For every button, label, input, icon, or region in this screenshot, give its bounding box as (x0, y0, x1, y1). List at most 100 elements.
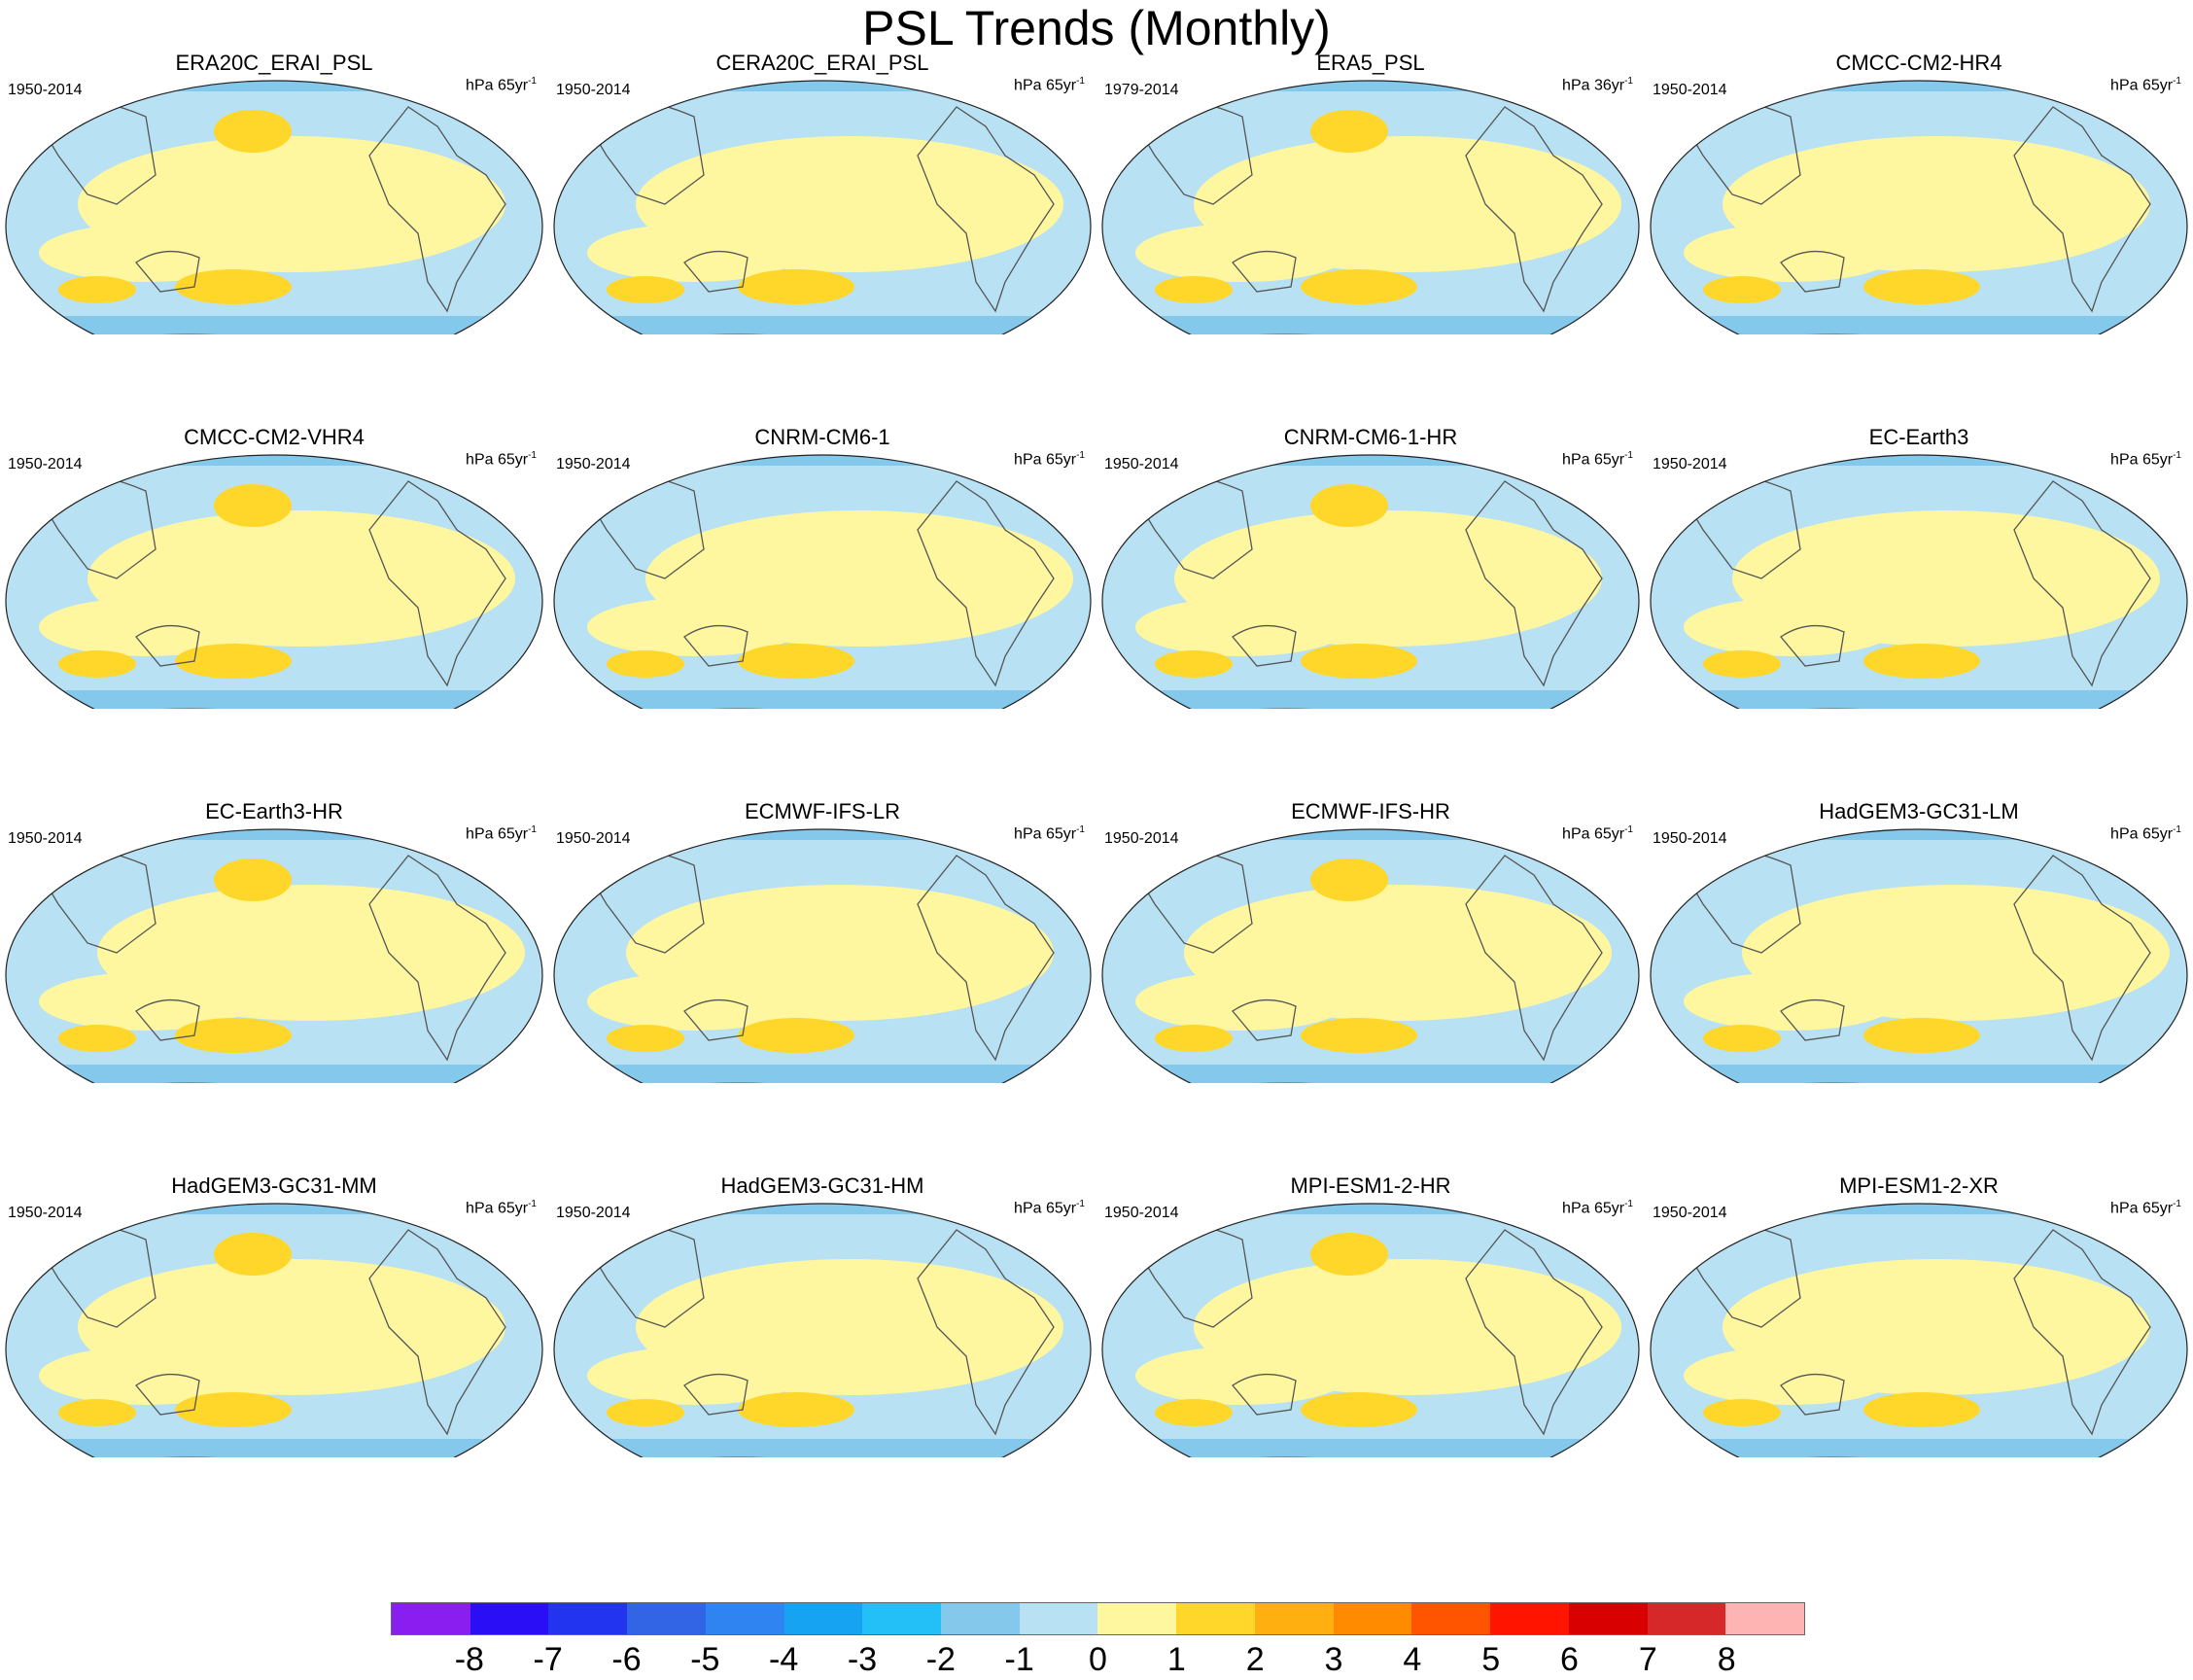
panel-units-base: hPa 65yr (2110, 825, 2174, 843)
panel-units-exponent: -1 (528, 450, 537, 461)
panel-period: 1950-2014 (8, 82, 83, 98)
colorbar-label: 1 (1166, 1641, 1186, 1678)
colorbar-label: -6 (611, 1641, 642, 1678)
panel-units: hPa 65yr-1 (466, 1199, 537, 1217)
panel-units: hPa 65yr-1 (1014, 76, 1085, 94)
colorbar-label: 0 (1089, 1641, 1107, 1678)
panel-units-exponent: -1 (1076, 824, 1085, 835)
panel-units: hPa 65yr-1 (1014, 450, 1085, 469)
panel-period: 1950-2014 (8, 1205, 83, 1221)
panel-period: 1950-2014 (1104, 456, 1179, 472)
colorbar-swatch (1725, 1603, 1804, 1634)
colorbar-swatch (1647, 1603, 1726, 1634)
panel-units: hPa 65yr-1 (1014, 1199, 1085, 1217)
colorbar-label: 2 (1245, 1641, 1265, 1678)
panel-title: EC-Earth3-HR (205, 799, 343, 823)
panel-period: 1950-2014 (556, 830, 631, 847)
colorbar-swatch (470, 1603, 549, 1634)
panel-period: 1950-2014 (8, 456, 83, 472)
panel-units-exponent: -1 (528, 824, 537, 835)
colorbar-swatch (1019, 1603, 1098, 1634)
map-svg (1650, 828, 2188, 1083)
colorbar-label: 8 (1717, 1641, 1736, 1678)
panel-units: hPa 65yr-1 (2110, 1199, 2181, 1217)
colorbar-swatch (1568, 1603, 1648, 1634)
panel-units-base: hPa 65yr (466, 77, 529, 94)
colorbar-swatch (1333, 1603, 1412, 1634)
map-svg (1650, 1203, 2188, 1457)
panel-units: hPa 65yr-1 (466, 450, 537, 469)
panel-units-exponent: -1 (2173, 76, 2181, 87)
map-panel: ERA5_PSL 1979-2014 hPa 36yr-1 (1096, 0, 1645, 334)
panel-units-base: hPa 36yr (1562, 77, 1625, 94)
colorbar-swatch (1490, 1603, 1569, 1634)
panel-units-base: hPa 65yr (466, 1200, 529, 1217)
panel-units-exponent: -1 (2173, 450, 2181, 461)
panel-period: 1950-2014 (556, 1205, 631, 1221)
panel-title: HadGEM3-GC31-HM (720, 1173, 924, 1198)
map-panel: MPI-ESM1-2-HR 1950-2014 hPa 65yr-1 (1096, 1084, 1645, 1457)
panel-units: hPa 65yr-1 (2110, 824, 2181, 843)
panel-period: 1950-2014 (1653, 1205, 1727, 1221)
panel-units-base: hPa 65yr (466, 825, 529, 843)
colorbar-label: -8 (454, 1641, 484, 1678)
panel-period: 1950-2014 (556, 456, 631, 472)
panel-units-base: hPa 65yr (1014, 77, 1077, 94)
colorbar-swatch (1254, 1603, 1334, 1634)
panel-units: hPa 65yr-1 (466, 824, 537, 843)
panel-units-exponent: -1 (1076, 450, 1085, 461)
panel-units-exponent: -1 (1076, 1199, 1085, 1209)
colorbar-label: -7 (533, 1641, 563, 1678)
panel-units: hPa 65yr-1 (1014, 824, 1085, 843)
colorbar-labels: -8 -7 -6 -5 -4 -3 -2 -1 0 1 2 3 4 5 6 7 8 (391, 1641, 1805, 1680)
map-svg (1650, 454, 2188, 709)
map-panel: HadGEM3-GC31-MM 1950-2014 hPa 65yr-1 (0, 1084, 548, 1457)
panel-period: 1950-2014 (1653, 830, 1727, 847)
map-panel: ECMWF-IFS-LR 1950-2014 hPa 65yr-1 (548, 710, 1096, 1083)
panel-title: ECMWF-IFS-LR (744, 799, 901, 823)
map-svg (553, 454, 1092, 709)
panel-units: hPa 65yr-1 (2110, 76, 2181, 94)
panel-units: hPa 65yr-1 (1562, 450, 1633, 469)
map-svg (5, 1203, 543, 1457)
colorbar-swatch (627, 1603, 706, 1634)
map-svg (5, 828, 543, 1083)
panel-period: 1950-2014 (1104, 830, 1179, 847)
panel-title: ECMWF-IFS-HR (1291, 799, 1450, 823)
panel-title: ERA5_PSL (1316, 51, 1425, 75)
map-svg (5, 80, 543, 334)
map-panel: HadGEM3-GC31-LM 1950-2014 hPa 65yr-1 (1645, 710, 2193, 1083)
map-svg (1101, 80, 1640, 334)
map-svg (5, 454, 543, 709)
panel-title: EC-Earth3 (1868, 425, 1969, 449)
panel-units-base: hPa 65yr (1014, 825, 1077, 843)
panel-units-base: hPa 65yr (1562, 451, 1625, 469)
panel-title: CERA20C_ERAI_PSL (715, 51, 929, 75)
panel-units: hPa 65yr-1 (2110, 450, 2181, 469)
map-panel: EC-Earth3-HR 1950-2014 hPa 65yr-1 (0, 710, 548, 1083)
map-panel: EC-Earth3 1950-2014 hPa 65yr-1 (1645, 335, 2193, 709)
colorbar-swatch (1097, 1603, 1177, 1634)
panel-period: 1950-2014 (556, 82, 631, 98)
colorbar-label: 3 (1324, 1641, 1343, 1678)
colorbar-swatch (548, 1603, 628, 1634)
map-panel: ERA20C_ERAI_PSL 1950-2014 hPa 65yr-1 (0, 0, 548, 334)
map-svg (1101, 454, 1640, 709)
panel-units-exponent: -1 (528, 1199, 537, 1209)
map-svg (1101, 1203, 1640, 1457)
panel-period: 1950-2014 (1104, 1205, 1179, 1221)
colorbar-label: 4 (1403, 1641, 1422, 1678)
map-panel: CMCC-CM2-HR4 1950-2014 hPa 65yr-1 (1645, 0, 2193, 334)
colorbar-swatch (705, 1603, 784, 1634)
panel-units-exponent: -1 (1624, 450, 1633, 461)
panel-units-exponent: -1 (528, 76, 537, 87)
panel-units-base: hPa 65yr (1014, 1200, 1077, 1217)
panel-units-exponent: -1 (1624, 76, 1633, 87)
panel-title: HadGEM3-GC31-LM (1819, 799, 2019, 823)
map-panel: CMCC-CM2-VHR4 1950-2014 hPa 65yr-1 (0, 335, 548, 709)
panel-units-exponent: -1 (1624, 1199, 1633, 1209)
map-panel: HadGEM3-GC31-HM 1950-2014 hPa 65yr-1 (548, 1084, 1096, 1457)
panel-title: HadGEM3-GC31-MM (171, 1173, 377, 1198)
panel-title: CNRM-CM6-1 (754, 425, 890, 449)
map-svg (553, 1203, 1092, 1457)
